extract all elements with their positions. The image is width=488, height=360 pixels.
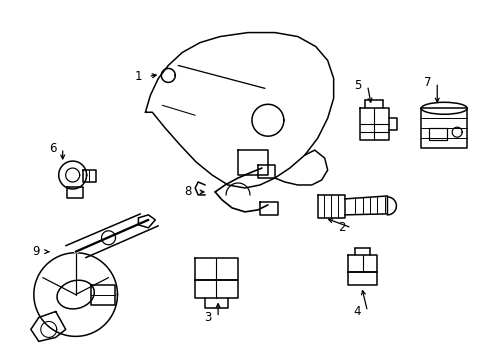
- Text: 6: 6: [49, 141, 57, 155]
- Text: 9: 9: [32, 245, 40, 258]
- Text: 2: 2: [337, 221, 345, 234]
- Text: 8: 8: [184, 185, 191, 198]
- Text: 1: 1: [134, 70, 142, 83]
- Text: 3: 3: [204, 311, 211, 324]
- Text: 4: 4: [353, 305, 361, 318]
- Text: 7: 7: [423, 76, 430, 89]
- Text: 5: 5: [353, 79, 361, 92]
